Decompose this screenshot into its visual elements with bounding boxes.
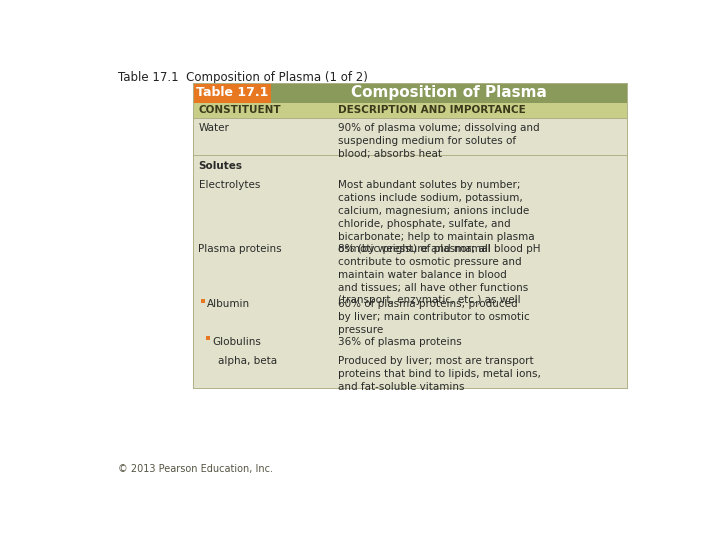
Text: CONSTITUENT: CONSTITUENT [199, 105, 281, 115]
Text: Globulins: Globulins [212, 336, 261, 347]
Text: Electrolytes: Electrolytes [199, 180, 260, 190]
FancyBboxPatch shape [193, 239, 627, 294]
Text: Albumin: Albumin [207, 299, 250, 309]
FancyBboxPatch shape [201, 299, 204, 303]
Text: 90% of plasma volume; dissolving and
suspending medium for solutes of
blood; abs: 90% of plasma volume; dissolving and sus… [338, 123, 539, 159]
FancyBboxPatch shape [193, 294, 627, 331]
Text: 60% of plasma proteins; produced
by liver; main contributor to osmotic
pressure: 60% of plasma proteins; produced by live… [338, 299, 530, 335]
Text: Most abundant solutes by number;
cations include sodium, potassium,
calcium, mag: Most abundant solutes by number; cations… [338, 180, 541, 254]
Text: Table 17.1: Table 17.1 [196, 86, 268, 99]
FancyBboxPatch shape [206, 336, 210, 340]
Text: Plasma proteins: Plasma proteins [199, 244, 282, 254]
Text: Composition of Plasma: Composition of Plasma [351, 85, 546, 100]
Text: Produced by liver; most are transport
proteins that bind to lipids, metal ions,
: Produced by liver; most are transport pr… [338, 356, 541, 392]
FancyBboxPatch shape [193, 103, 627, 118]
FancyBboxPatch shape [193, 83, 271, 103]
FancyBboxPatch shape [193, 351, 627, 388]
Text: Solutes: Solutes [199, 161, 243, 171]
FancyBboxPatch shape [193, 331, 627, 351]
FancyBboxPatch shape [193, 175, 627, 239]
Text: 36% of plasma proteins: 36% of plasma proteins [338, 336, 462, 347]
FancyBboxPatch shape [193, 118, 627, 156]
Text: Table 17.1  Composition of Plasma (1 of 2): Table 17.1 Composition of Plasma (1 of 2… [118, 71, 368, 84]
Text: © 2013 Pearson Education, Inc.: © 2013 Pearson Education, Inc. [118, 464, 273, 475]
FancyBboxPatch shape [271, 83, 627, 103]
Text: alpha, beta: alpha, beta [218, 356, 277, 366]
FancyBboxPatch shape [193, 156, 627, 175]
Text: Water: Water [199, 123, 230, 133]
Text: 8% (by weight) of plasma; all
contribute to osmotic pressure and
maintain water : 8% (by weight) of plasma; all contribute… [338, 244, 528, 306]
Text: DESCRIPTION AND IMPORTANCE: DESCRIPTION AND IMPORTANCE [338, 105, 526, 115]
